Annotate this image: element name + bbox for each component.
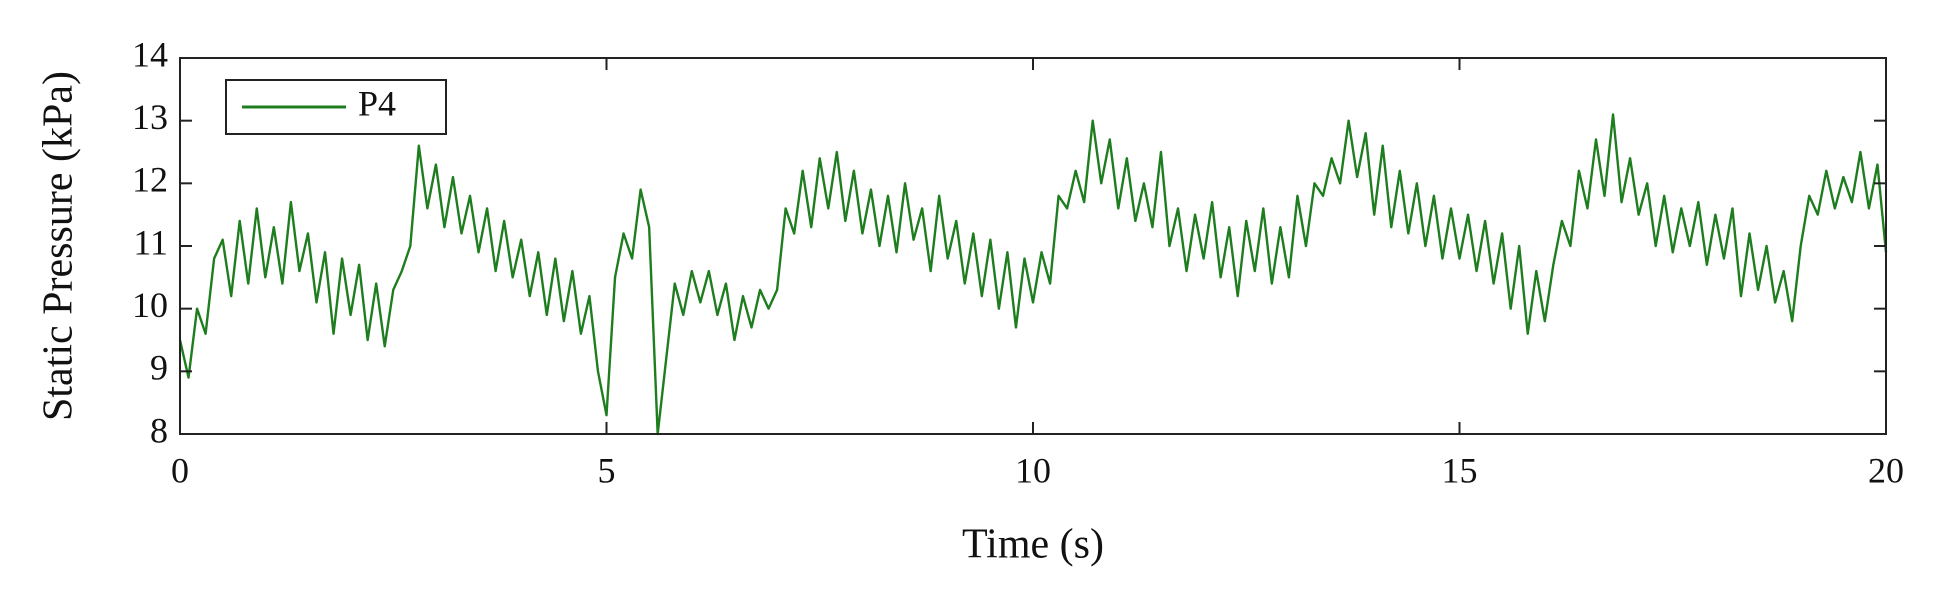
y-tick-label: 12 xyxy=(132,160,168,200)
y-axis-label: Static Pressure (kPa) xyxy=(36,71,82,421)
x-axis-label: Time (s) xyxy=(962,522,1104,568)
y-tick-label: 14 xyxy=(132,34,168,74)
legend-label: P4 xyxy=(358,83,396,123)
x-tick-label: 5 xyxy=(598,450,616,490)
y-tick-label: 9 xyxy=(150,348,168,388)
y-tick-label: 13 xyxy=(132,97,168,137)
x-tick-label: 0 xyxy=(171,450,189,490)
y-tick-label: 8 xyxy=(150,410,168,450)
x-tick-label: 10 xyxy=(1015,450,1051,490)
data-line xyxy=(178,113,1888,436)
x-tick-label: 15 xyxy=(1442,450,1478,490)
y-tick-label: 10 xyxy=(132,285,168,325)
x-tick-label: 20 xyxy=(1868,450,1904,490)
y-tick-label: 11 xyxy=(133,222,168,262)
